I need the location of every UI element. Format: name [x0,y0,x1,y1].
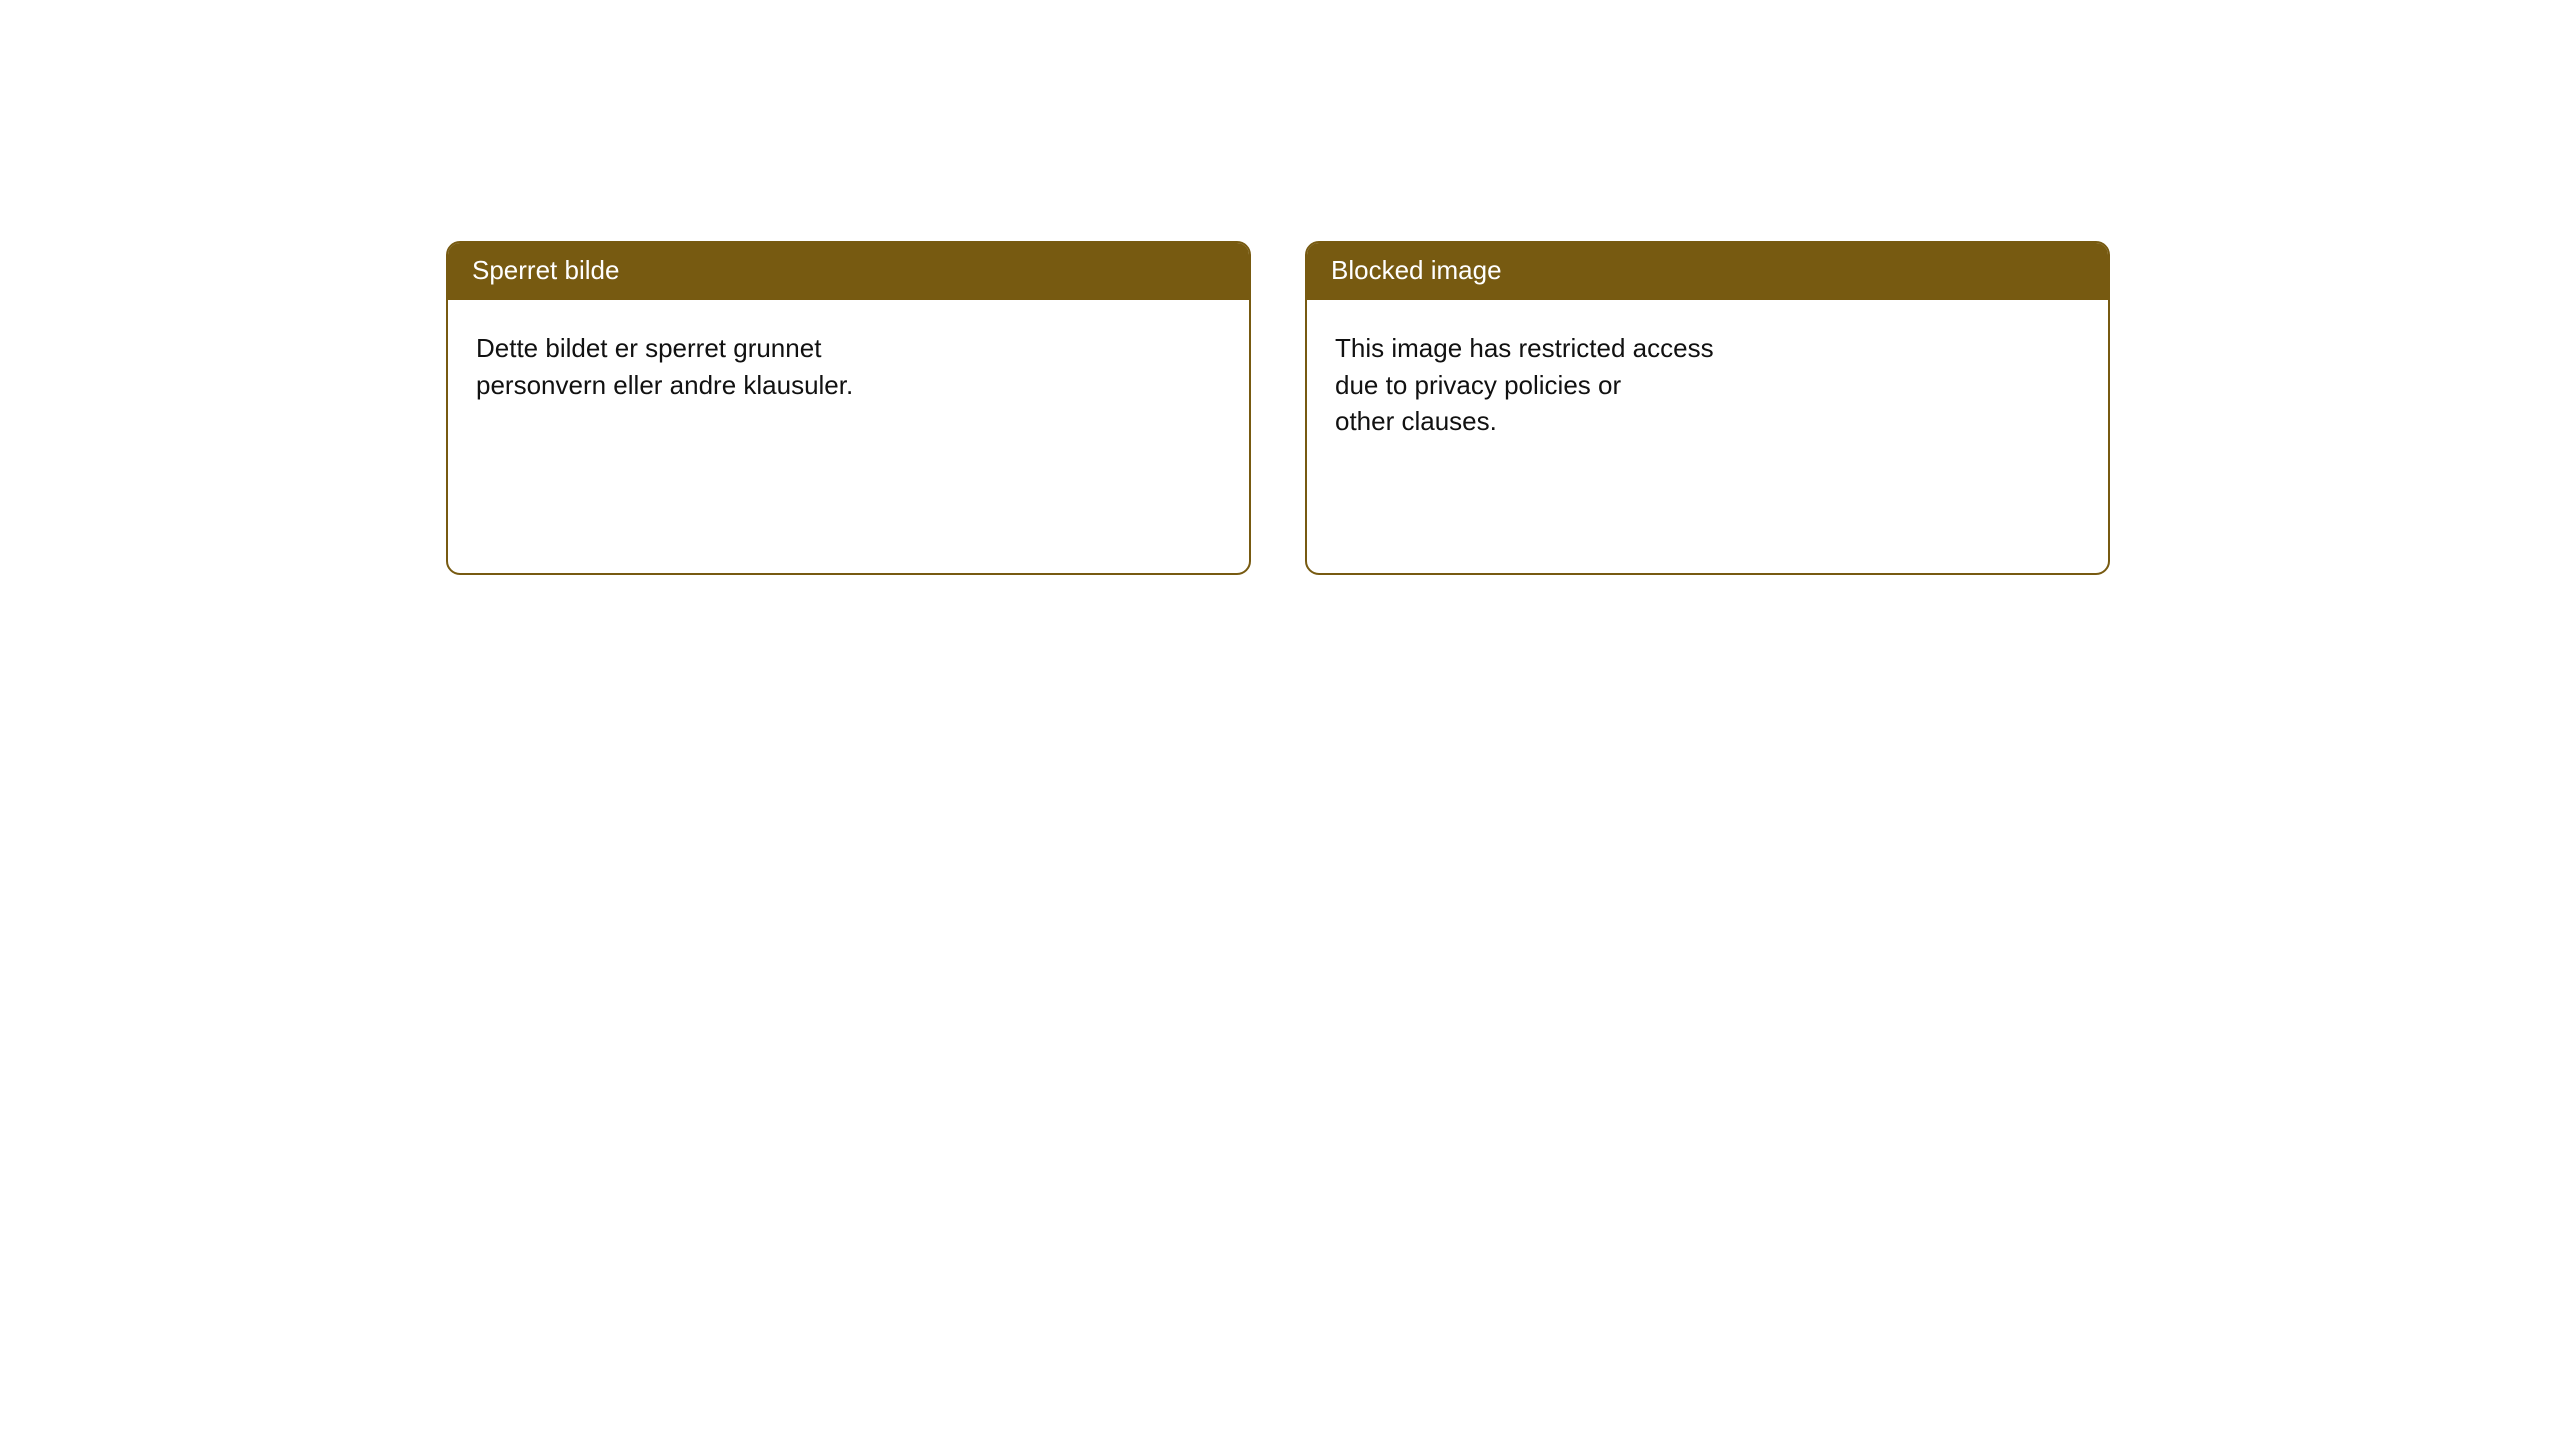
card-header: Blocked image [1307,243,2108,300]
card-body: This image has restricted access due to … [1307,300,2108,469]
blocked-image-card-no: Sperret bilde Dette bildet er sperret gr… [446,241,1251,575]
card-header: Sperret bilde [448,243,1249,300]
page: Sperret bilde Dette bildet er sperret gr… [0,0,2560,1440]
cards-row: Sperret bilde Dette bildet er sperret gr… [446,241,2110,575]
card-body: Dette bildet er sperret grunnet personve… [448,300,1249,433]
blocked-image-card-en: Blocked image This image has restricted … [1305,241,2110,575]
